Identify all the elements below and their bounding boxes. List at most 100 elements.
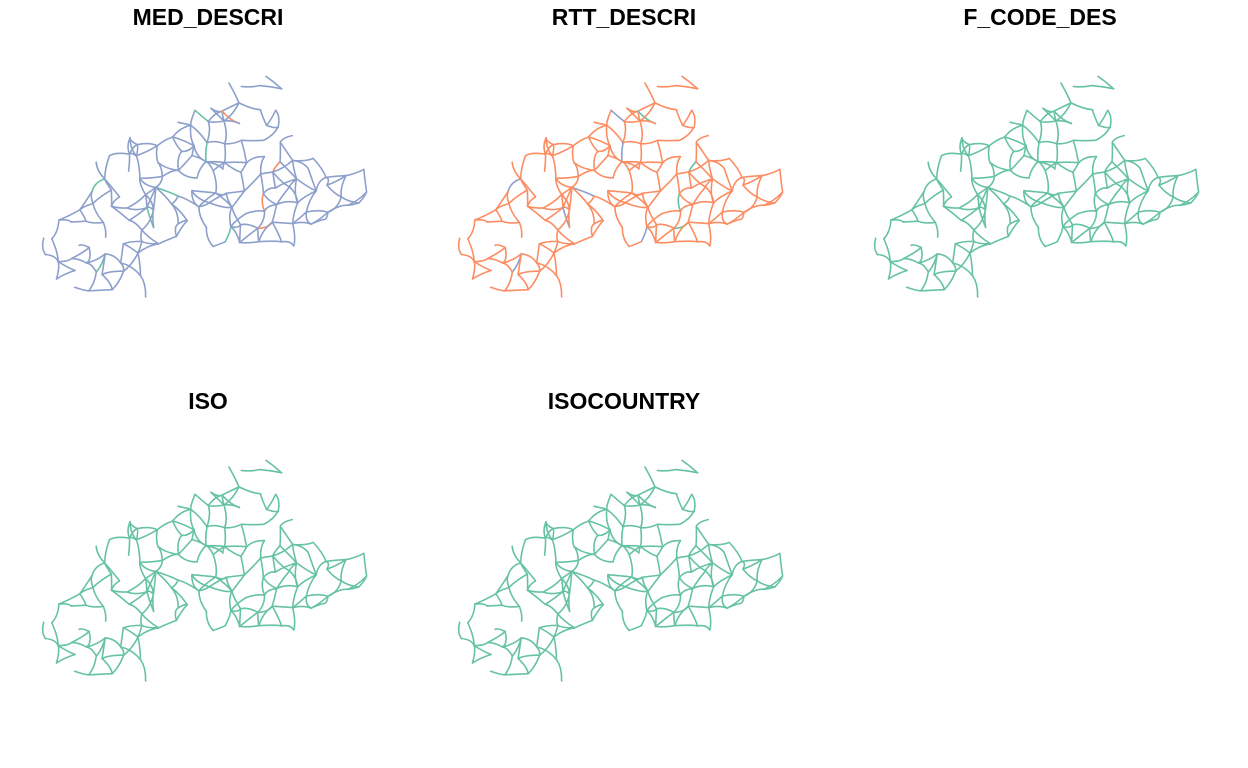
road-segment [535, 262, 558, 277]
road-segment [610, 109, 626, 123]
road-segment [587, 136, 599, 153]
road-segment [262, 510, 279, 526]
road-segment [622, 524, 642, 529]
road-segment [51, 603, 60, 624]
road-segment [620, 526, 624, 547]
road-segment [327, 204, 349, 214]
road-segment [641, 190, 662, 194]
road-segment [1003, 136, 1015, 153]
road-segment [688, 159, 710, 173]
road-segment [933, 273, 945, 291]
road-segment [110, 205, 130, 222]
road-segment [155, 529, 159, 547]
road-segment [1057, 190, 1078, 194]
road-segment [1091, 108, 1100, 127]
road-segment [711, 178, 733, 192]
road-segment [622, 120, 627, 144]
road-segment [238, 486, 262, 495]
road-segment [223, 545, 248, 548]
road-segment [707, 222, 712, 247]
road-segment [85, 637, 107, 648]
road-segment [57, 257, 73, 263]
road-segment [1147, 176, 1159, 192]
road-segment [191, 573, 217, 578]
road-segment [88, 672, 113, 676]
road-segment [507, 562, 522, 577]
road-segment [687, 203, 694, 223]
road-segment [279, 525, 294, 546]
road-segment [504, 288, 529, 292]
road-segment [605, 493, 612, 510]
road-segment [272, 159, 294, 173]
road-segment [571, 175, 580, 189]
road-segment [675, 555, 690, 559]
road-segment [1055, 161, 1074, 173]
road-segment [205, 610, 214, 632]
road-segment [206, 504, 211, 528]
road-segment [177, 538, 193, 556]
road-segment [305, 574, 317, 597]
road-segment [620, 142, 624, 163]
road-segment [1007, 219, 1020, 238]
road-segment [621, 226, 630, 248]
road-segment [712, 574, 733, 588]
road-segment [155, 570, 173, 589]
road-segment [538, 240, 559, 245]
road-segment [675, 108, 684, 127]
road-segment [1094, 126, 1111, 142]
road-segment [274, 562, 298, 573]
road-segment [679, 587, 694, 597]
road-segment [198, 192, 217, 208]
road-segment [508, 189, 529, 205]
road-segment [951, 262, 974, 277]
road-segment [262, 126, 279, 142]
road-segment [467, 219, 476, 240]
road-segment [275, 570, 291, 590]
road-segment [327, 588, 349, 598]
map-panel-iso: ISO [0, 384, 416, 768]
road-segment [688, 543, 710, 557]
road-segment [1103, 203, 1110, 223]
road-segment [1009, 150, 1015, 172]
road-segment [207, 110, 223, 123]
road-segment [296, 574, 317, 588]
road-segment [517, 657, 529, 675]
road-segment [141, 229, 160, 245]
road-segment [225, 574, 246, 578]
road-segment [756, 580, 776, 588]
road-segment [231, 574, 246, 593]
road-segment [942, 196, 953, 208]
road-segment [347, 586, 360, 590]
road-segment [101, 273, 113, 291]
road-segment [111, 270, 125, 291]
road-segment [489, 286, 506, 292]
road-segment [763, 202, 776, 206]
road-segment [190, 508, 208, 528]
road-segment [587, 136, 611, 147]
road-segment [136, 142, 159, 147]
road-segment [605, 124, 611, 147]
road-segment [553, 636, 558, 661]
road-segment [171, 136, 195, 147]
map-panel-isocountry: ISOCOUNTRY [416, 384, 832, 768]
road-segment [1071, 223, 1091, 230]
road-segment [1072, 171, 1078, 192]
road-segment [607, 189, 616, 208]
road-segment [198, 590, 208, 613]
road-segment [135, 155, 141, 180]
road-segment [544, 206, 564, 222]
road-segment [1097, 124, 1111, 129]
road-segment [291, 159, 298, 180]
road-segment [44, 637, 59, 647]
road-segment [1062, 213, 1079, 228]
road-segment [41, 237, 47, 256]
road-segment [291, 543, 298, 564]
road-segment [571, 186, 589, 205]
road-segment [70, 257, 88, 264]
road-segment [177, 553, 198, 563]
road-segment [1039, 110, 1055, 123]
road-segment [889, 260, 908, 272]
road-segment [568, 186, 573, 211]
road-segment [471, 653, 492, 664]
road-segment [88, 271, 98, 292]
